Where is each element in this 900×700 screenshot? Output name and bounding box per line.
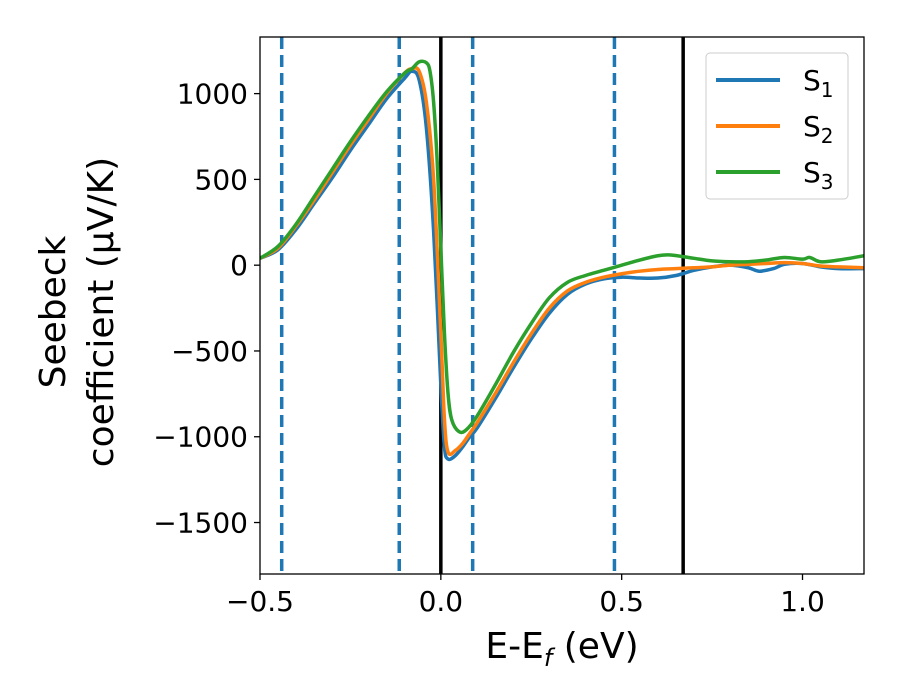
y-tick-label-1: 500	[195, 163, 248, 196]
series-group	[260, 59, 864, 462]
x-tick-label-0: −0.5	[226, 585, 294, 618]
plot-frame	[259, 36, 865, 575]
x-tick-label-3: 1.0	[780, 585, 825, 618]
x-axis-title-main: E-E	[485, 626, 543, 667]
x-axis-title: E-Ef (eV)	[485, 626, 638, 672]
reference-lines	[279, 37, 685, 574]
y-tick-label-4: −1000	[153, 421, 248, 454]
y-axis-title-line2: coefficient (μV/K)	[81, 157, 122, 467]
series-line-s3	[260, 59, 864, 435]
legend: S1 S2 S3	[705, 52, 849, 200]
legend-label-s1: S1	[803, 64, 834, 102]
series-line-s1	[260, 69, 864, 462]
y-axis-title: Seebeck coefficient (μV/K)	[33, 157, 122, 467]
x-tick-label-1: 0.0	[419, 585, 464, 618]
y-tick-label-3: −500	[171, 335, 248, 368]
legend-label-s2: S2	[803, 110, 834, 148]
legend-label-s3: S3	[803, 156, 834, 194]
y-tick-label-5: −1500	[153, 507, 248, 540]
y-tick-label-0: 1000	[177, 78, 248, 111]
y-tick-label-2: 0	[230, 249, 248, 282]
x-axis: −0.5 0.0 0.5 1.0	[226, 574, 825, 618]
y-axis-title-line1: Seebeck	[33, 235, 74, 388]
x-tick-label-2: 0.5	[599, 585, 644, 618]
x-axis-title-tail: (eV)	[552, 626, 638, 667]
y-axis: 1000 500 0 −500 −1000 −1500	[153, 78, 260, 540]
